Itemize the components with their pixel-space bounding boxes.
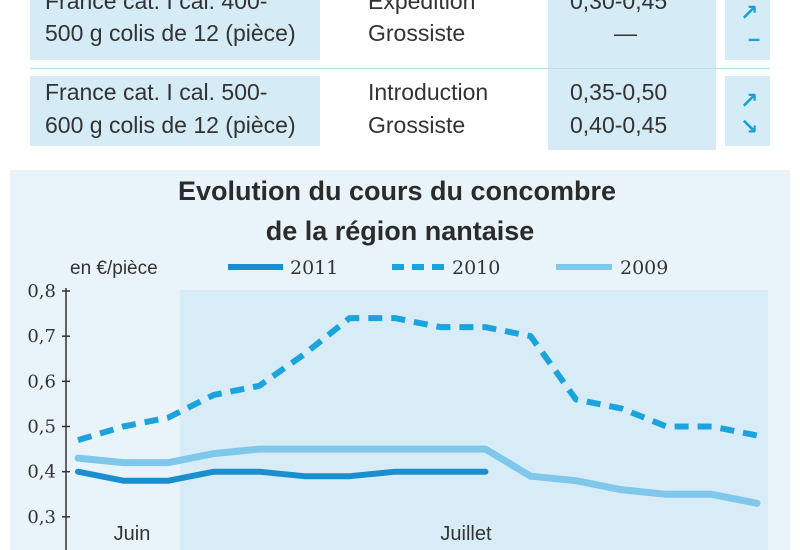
row2-price-line2: 0,40-0,45 (570, 112, 668, 138)
row1-price-line2: — (614, 20, 637, 46)
row2-stage-line2: Grossiste (368, 112, 466, 138)
row1-trend-bg (725, 0, 770, 60)
legend-label-2010: 2010 (452, 257, 500, 279)
y-axis: 0,20,30,40,50,60,70,8 (27, 281, 70, 550)
chart-title-line2: de la région nantaise (266, 216, 535, 246)
month-label-june: Juin (114, 523, 151, 545)
row1-product-line2: 500 g colis de 12 (pièce) (45, 20, 296, 46)
legend-label-2009: 2009 (620, 257, 668, 279)
y-tick-label: 0,7 (27, 326, 56, 347)
row2-price-line1: 0,35-0,50 (570, 79, 668, 105)
series-lines (74, 315, 761, 507)
row1-stage-line1: Expédition (368, 0, 476, 14)
row2-product-line1: France cat. I cal. 500- (45, 79, 268, 105)
row2-trend-bg (725, 76, 770, 146)
row1-stage-line2: Grossiste (368, 20, 466, 46)
row1-product-line1: France cat. I cal. 400- (45, 0, 268, 14)
row2-product-line2: 600 g colis de 12 (pièce) (45, 112, 296, 138)
row2-product-bg (30, 76, 320, 146)
arrow-up-right-icon: ↗ (740, 0, 759, 25)
row1-price-line1: 0,30-0,45 (570, 0, 668, 14)
table-divider (30, 68, 770, 69)
series-line-2011 (75, 468, 489, 484)
y-tick-label: 0,4 (27, 462, 56, 483)
y-tick-label: 0,3 (27, 507, 56, 528)
y-tick-label: 0,8 (27, 281, 56, 302)
series-line-2010 (77, 315, 758, 443)
row1-product-bg (30, 0, 320, 60)
row2-stage-line1: Introduction (368, 79, 489, 105)
price-table: France cat. I cal. 400- 500 g colis de 1… (0, 0, 800, 150)
y-tick-label: 0,6 (27, 371, 56, 392)
dash-icon: – (748, 26, 761, 51)
series-line-2009 (74, 445, 761, 507)
unit-label: en €/pièce (70, 258, 158, 279)
y-tick-label: 0,5 (27, 417, 56, 438)
legend: 2011 2010 2009 (228, 257, 668, 279)
july-highlight-band (180, 290, 768, 550)
row1-price-bg (548, 0, 716, 150)
arrow-down-right-icon: ↘ (740, 114, 759, 139)
legend-label-2011: 2011 (290, 257, 338, 279)
arrow-up-right-icon: ↗ (740, 88, 759, 113)
month-label-july: Juillet (440, 523, 492, 545)
chart-title-line1: Evolution du cours du concombre (178, 176, 616, 206)
